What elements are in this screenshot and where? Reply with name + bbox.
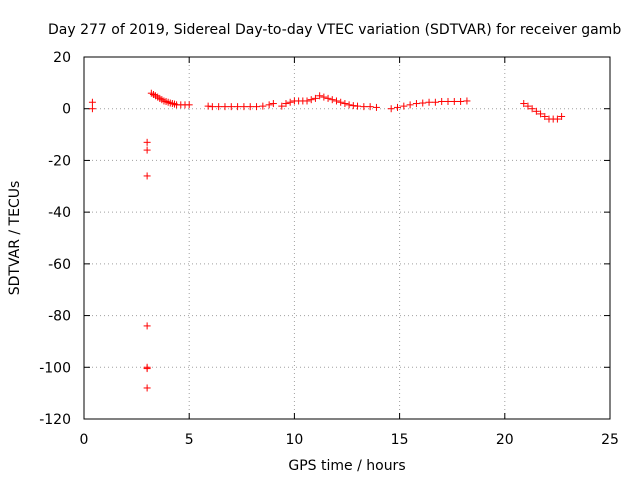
data-point	[366, 103, 374, 111]
x-tick-label: 15	[391, 432, 409, 448]
data-point	[558, 112, 566, 120]
data-point	[412, 100, 420, 108]
chart-title: Day 277 of 2019, Sidereal Day-to-day VTE…	[48, 22, 621, 38]
data-point	[234, 103, 242, 111]
data-point	[316, 92, 324, 100]
y-tick-label: 0	[62, 102, 71, 118]
data-point	[143, 172, 151, 180]
data-point	[204, 102, 212, 110]
data-point	[372, 103, 380, 111]
data-point	[332, 97, 340, 105]
grid	[84, 57, 610, 419]
data-point	[269, 100, 277, 108]
data-point	[88, 105, 96, 113]
data-point	[400, 102, 408, 110]
data-point	[246, 103, 254, 111]
data-point	[221, 103, 229, 111]
x-tick-label: 0	[80, 432, 89, 448]
data-point	[450, 97, 458, 105]
y-tick-label: -80	[48, 309, 71, 325]
data-point	[282, 100, 290, 108]
data-point	[320, 93, 328, 101]
data-point	[185, 101, 193, 109]
data-point	[311, 94, 319, 102]
data-point	[143, 146, 151, 154]
data-point	[143, 384, 151, 392]
data-point	[88, 98, 96, 106]
y-tick-label: -120	[39, 412, 71, 428]
data-point	[528, 105, 536, 113]
data-point	[143, 138, 151, 146]
data-point	[387, 105, 395, 113]
tick-labels: 0 5 10 15 20 25 -120 -100 -80 -60 -40 -20 0 20	[39, 50, 619, 448]
data-point	[532, 107, 540, 115]
data-point	[360, 103, 368, 111]
data-point	[537, 110, 545, 118]
y-tick-label: 20	[53, 50, 71, 66]
data-point	[425, 98, 433, 106]
data-point	[419, 99, 427, 107]
data-point	[143, 322, 151, 330]
data-point	[337, 98, 345, 106]
data-point	[215, 103, 223, 111]
data-point	[278, 102, 286, 110]
data-point	[259, 102, 267, 110]
y-tick-label: -100	[39, 360, 71, 376]
data-point	[431, 98, 439, 106]
data-point	[328, 96, 336, 104]
data-point	[524, 102, 532, 110]
plot-frame	[83, 56, 611, 420]
y-tick-label: -20	[48, 153, 71, 169]
data-point	[307, 96, 315, 104]
data-point	[553, 115, 561, 123]
data-point	[143, 365, 151, 373]
data-point	[438, 97, 446, 105]
data-points	[88, 89, 566, 392]
data-point	[457, 97, 465, 105]
data-point	[406, 101, 414, 109]
x-tick-label: 20	[496, 432, 514, 448]
x-axis-label: GPS time / hours	[288, 458, 405, 474]
data-point	[240, 103, 248, 111]
x-tick-label: 10	[285, 432, 303, 448]
x-tick-label: 5	[185, 432, 194, 448]
y-tick-label: -40	[48, 205, 71, 221]
data-point	[341, 100, 349, 108]
data-point	[354, 102, 362, 110]
data-point	[541, 112, 549, 120]
data-point	[253, 103, 261, 111]
data-point	[393, 103, 401, 111]
data-point	[208, 103, 216, 111]
x-tick-label: 25	[601, 432, 619, 448]
data-point	[463, 97, 471, 105]
data-point	[520, 100, 528, 108]
data-point	[303, 97, 311, 105]
data-point	[286, 98, 294, 106]
data-point	[227, 103, 235, 111]
data-point	[444, 97, 452, 105]
data-point	[349, 102, 357, 110]
y-axis-label: SDTVAR / TECUs	[7, 181, 23, 296]
y-tick-label: -60	[48, 257, 71, 273]
data-point	[345, 101, 353, 109]
data-point	[324, 94, 332, 102]
data-point	[265, 101, 273, 109]
axis-ticks	[83, 56, 611, 420]
